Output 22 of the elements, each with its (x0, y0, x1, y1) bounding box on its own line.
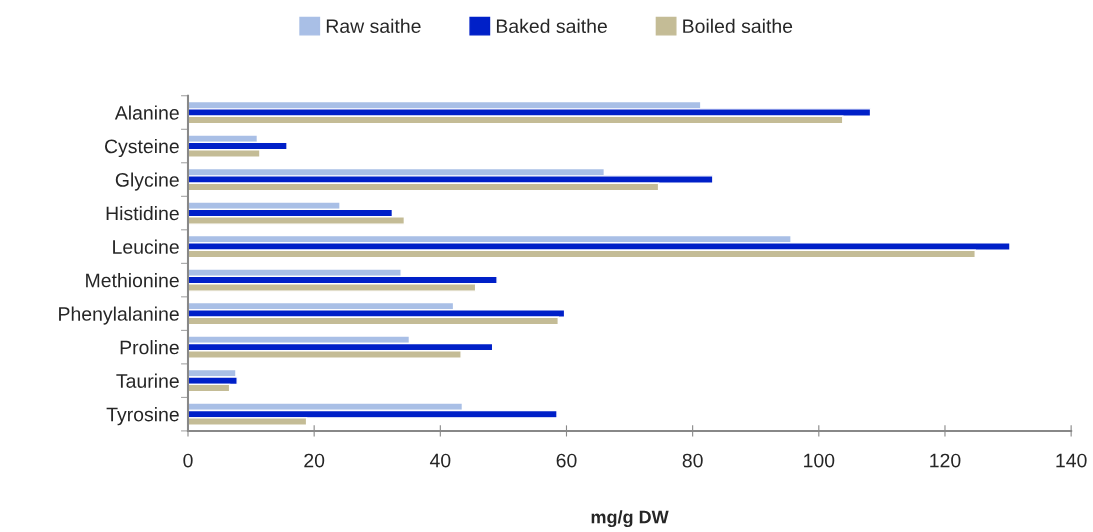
x-tick-label: 20 (304, 453, 325, 468)
legend-label: Baked saithe (496, 18, 607, 34)
x-tick-label: 40 (429, 453, 451, 468)
y-tick-label: Methionine (86, 273, 179, 288)
x-tick-label: 80 (682, 453, 703, 468)
x-tick-label: 140 (1056, 453, 1087, 468)
y-tick-label: Tyrosine (106, 407, 179, 426)
y-tick-label: Glycine (115, 172, 179, 191)
x-tick-label: 60 (556, 453, 577, 468)
legend-label: Boiled saithe (683, 18, 793, 34)
y-tick-label: Histidine (106, 206, 179, 221)
y-tick-label: Proline (120, 340, 179, 355)
x-tick-label: 120 (930, 453, 961, 468)
y-tick-label: Taurine (116, 373, 179, 388)
legend-label: Raw saithe (326, 18, 421, 34)
y-tick-label: Phenylalanine (59, 306, 179, 325)
x-tick-label: 0 (183, 453, 193, 468)
x-tick-label: 100 (804, 453, 835, 468)
y-tick-label: Alanine (114, 105, 179, 120)
y-tick-label: Cysteine (105, 138, 179, 158)
y-tick-label: Leucine (113, 239, 179, 254)
x-axis-title: mg/g DW (591, 510, 669, 528)
